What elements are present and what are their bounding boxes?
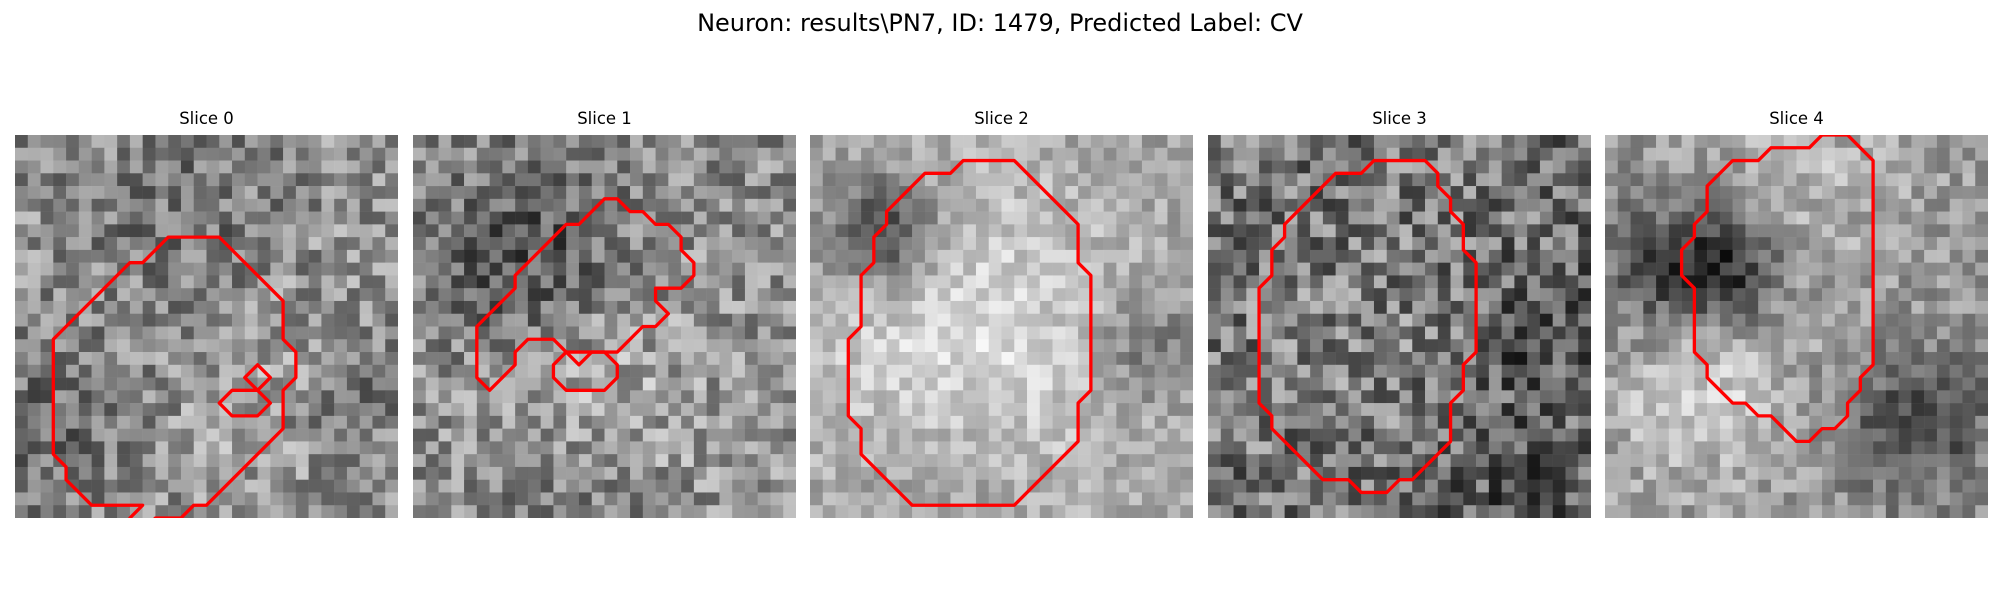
slice-title: Slice 2 (974, 109, 1029, 128)
slice-title: Slice 4 (1769, 109, 1824, 128)
slice-panel-4: Slice 4 (1605, 108, 1988, 518)
slice-panel-0: Slice 0 (15, 108, 398, 518)
slice-panel-3: Slice 3 (1208, 108, 1591, 518)
segmentation-contour (1679, 135, 1875, 444)
slice-image (1605, 135, 1988, 518)
segmentation-contour (217, 388, 272, 418)
slice-image (413, 135, 796, 518)
segmentation-contour (51, 235, 298, 518)
slice-image (810, 135, 1193, 518)
slice-image (1208, 135, 1591, 518)
slice-panel-2: Slice 2 (810, 108, 1193, 518)
figure-title: Neuron: results\PN7, ID: 1479, Predicted… (697, 9, 1303, 37)
slice-image (15, 135, 398, 518)
segmentation-contour (846, 158, 1093, 507)
slice-title: Slice 0 (179, 109, 234, 128)
segmentation-contour (475, 197, 696, 392)
segmentation-contour (551, 350, 619, 392)
slice-title: Slice 1 (577, 109, 632, 128)
slice-title: Slice 3 (1372, 109, 1427, 128)
segmentation-contour (1257, 158, 1478, 495)
slice-panel-1: Slice 1 (413, 108, 796, 518)
